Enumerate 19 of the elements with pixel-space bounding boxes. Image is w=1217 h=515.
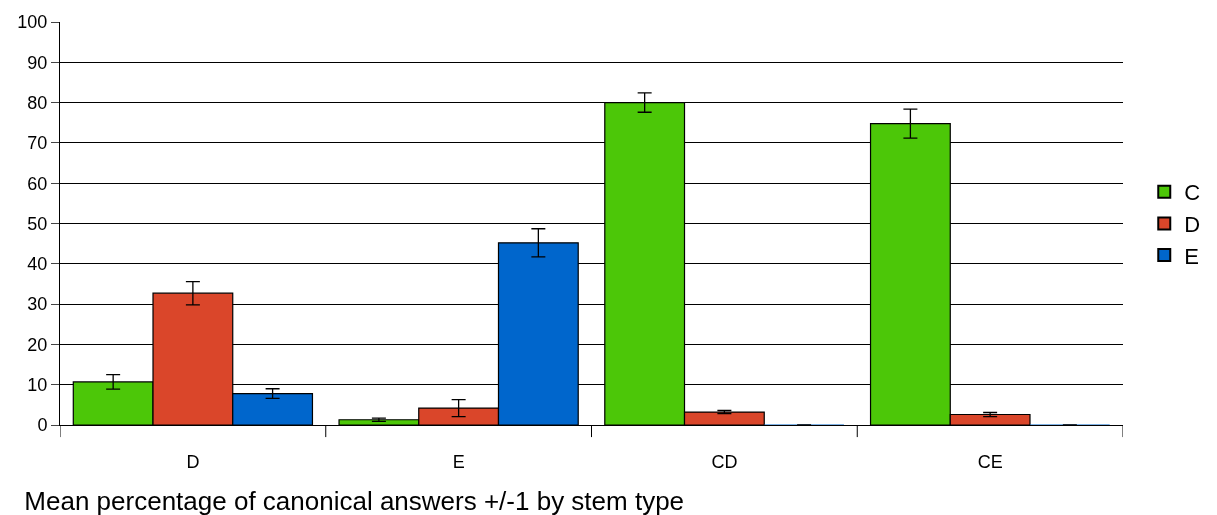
y-tick-label: 60 — [27, 173, 48, 194]
y-tick-label: 100 — [17, 12, 48, 33]
legend-label: C — [1184, 180, 1201, 206]
y-tick-label: 30 — [27, 294, 48, 315]
text: Mean percentage of canonical answers +/-1 by stem type — [24, 485, 685, 515]
x-tick-label: CD — [711, 451, 738, 472]
x-tick-label: E — [452, 451, 465, 472]
y-tick-label: 70 — [27, 133, 48, 154]
legend-label: E — [1184, 243, 1199, 269]
legend-label: D — [1184, 211, 1201, 237]
y-tick-label: 90 — [27, 52, 48, 73]
y-tick-label: 0 — [37, 415, 48, 436]
y-tick-label: 50 — [27, 213, 48, 234]
y-tick-label: 40 — [27, 254, 48, 275]
x-tick-label: D — [186, 451, 200, 472]
y-tick-label: 10 — [27, 375, 48, 395]
y-tick-label: 20 — [27, 334, 48, 355]
y-tick-label: 80 — [27, 92, 48, 113]
x-tick-label: CE — [977, 451, 1003, 472]
